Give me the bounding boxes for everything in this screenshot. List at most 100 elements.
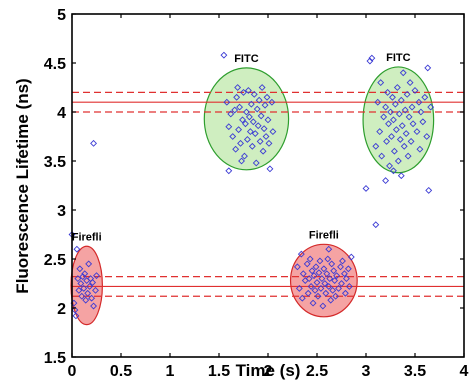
data-point <box>333 272 341 280</box>
data-point <box>225 123 233 131</box>
x-tick-label: 2 <box>264 363 273 380</box>
data-point <box>341 289 349 297</box>
data-point <box>341 270 348 278</box>
data-point <box>308 267 316 275</box>
data-point <box>396 136 404 143</box>
y-tick-label: 3 <box>57 203 66 220</box>
data-point <box>239 116 246 124</box>
data-point <box>399 69 407 77</box>
data-point <box>227 110 235 118</box>
y-tick-label: 2.5 <box>44 252 66 269</box>
data-point <box>421 93 429 101</box>
data-point <box>260 125 268 133</box>
data-point <box>84 289 92 297</box>
data-point <box>309 299 317 307</box>
data-point <box>77 280 85 287</box>
data-point <box>298 294 306 302</box>
data-point <box>234 84 242 91</box>
data-point <box>238 157 245 165</box>
data-point <box>416 145 424 153</box>
data-point <box>251 130 259 137</box>
data-point <box>327 296 335 304</box>
data-point <box>398 122 406 130</box>
data-point <box>237 139 244 147</box>
data-point <box>314 292 322 300</box>
data-point <box>248 142 256 150</box>
data-point <box>74 275 82 283</box>
data-point <box>73 245 81 253</box>
data-point <box>243 108 250 116</box>
y-axis: 1.5 2 2.5 3 3.5 4 4.5 5 <box>44 7 464 367</box>
data-point <box>269 128 277 136</box>
data-point <box>262 133 270 140</box>
data-point <box>328 260 336 268</box>
data-point <box>382 103 390 111</box>
y-tick-label: 5 <box>57 7 66 24</box>
data-point <box>82 296 90 304</box>
data-point <box>409 120 417 128</box>
data-point <box>330 267 338 275</box>
data-point <box>92 286 99 294</box>
data-point <box>393 84 401 91</box>
region-1 <box>362 66 435 174</box>
data-point <box>382 177 390 185</box>
data-point <box>295 284 303 292</box>
data-point <box>243 136 251 143</box>
data-point <box>344 265 352 273</box>
data-point <box>388 133 395 140</box>
data-point <box>254 122 262 130</box>
data-point <box>229 133 237 140</box>
data-point <box>372 221 380 229</box>
data-point <box>72 312 80 320</box>
data-point <box>329 286 337 294</box>
data-point <box>331 277 339 284</box>
data-point <box>249 118 257 126</box>
data-point <box>307 283 315 290</box>
data-point <box>323 270 331 278</box>
data-point <box>257 112 265 120</box>
x-tick-label: 0.5 <box>110 363 132 380</box>
data-point <box>80 284 88 292</box>
data-point <box>394 157 402 165</box>
data-point <box>377 79 385 87</box>
data-point <box>413 128 421 136</box>
data-point <box>404 152 412 160</box>
data-point <box>242 120 249 128</box>
data-point <box>390 147 398 155</box>
y-tick-label: 3.5 <box>44 154 66 171</box>
data-point <box>332 292 340 300</box>
data-point <box>244 87 252 94</box>
data-point <box>384 88 391 96</box>
data-point <box>368 54 376 62</box>
data-point <box>366 57 374 65</box>
data-point <box>259 147 267 155</box>
data-point <box>419 118 427 126</box>
data-point <box>405 113 413 121</box>
data-point <box>313 279 321 286</box>
x-tick-label: 3.5 <box>404 363 426 380</box>
data-point <box>88 294 96 302</box>
data-point <box>85 260 93 268</box>
data-point <box>380 113 388 121</box>
data-point <box>318 275 326 283</box>
data-point <box>387 108 394 116</box>
y-tick-label: 1.5 <box>44 350 66 367</box>
data-point <box>310 272 318 280</box>
data-point <box>342 275 350 283</box>
data-point <box>319 302 327 310</box>
data-point <box>324 255 332 263</box>
data-point <box>81 270 89 278</box>
data-point <box>403 90 411 98</box>
data-point <box>240 88 247 96</box>
data-point <box>236 103 244 111</box>
region-label: FITC <box>386 52 410 64</box>
x-axis-label: Time (s) <box>236 361 301 380</box>
data-point <box>372 142 380 150</box>
data-point <box>220 51 228 59</box>
data-point <box>408 103 416 111</box>
data-point <box>395 110 403 118</box>
data-point <box>306 255 314 263</box>
data-point <box>311 286 319 294</box>
point-layer <box>68 51 435 320</box>
data-point <box>385 120 392 128</box>
